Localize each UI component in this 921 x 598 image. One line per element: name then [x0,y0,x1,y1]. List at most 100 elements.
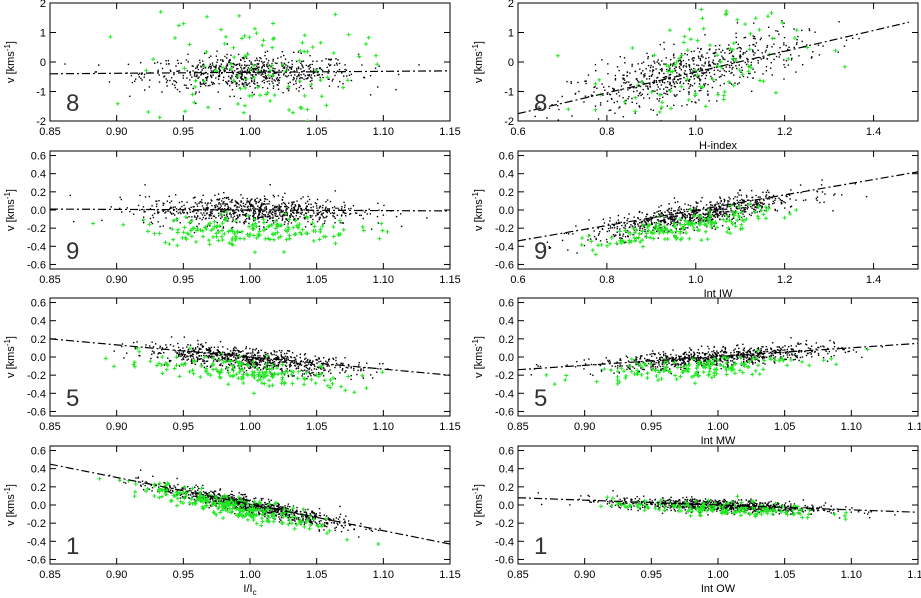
data-point [143,209,145,211]
data-point [663,48,665,50]
data-point [637,217,639,219]
data-point [657,86,660,88]
data-point [682,213,684,216]
data-point [297,217,299,220]
data-point [221,216,223,218]
data-point [771,202,774,205]
data-point [305,212,308,215]
data-point [285,357,288,359]
data-point [302,66,304,69]
data-point [241,70,243,72]
data-point [241,72,243,74]
data-point [190,83,192,86]
data-point [227,363,230,366]
data-point [239,97,242,100]
data-point [708,60,710,63]
data-point [760,58,763,60]
x-axis-label: H-index [699,140,737,152]
data-point [699,57,702,60]
data-point [289,365,291,368]
data-point [358,361,360,364]
data-point [335,71,337,74]
data-point [660,369,662,372]
outlier-point [252,375,257,380]
x-tick-label: 0.85 [39,274,60,286]
data-point [235,218,238,220]
outlier-point [681,226,686,231]
data-point [303,209,305,211]
data-point [339,372,341,374]
data-point [628,213,630,215]
data-point [229,95,231,98]
x-tick-label: 0.8 [599,274,614,286]
data-point [797,343,799,345]
data-point [242,211,244,214]
outlier-point [749,65,754,70]
data-point [255,57,258,59]
outlier-point [235,101,240,106]
data-point [683,215,685,218]
data-point [236,206,238,209]
data-point [255,356,257,359]
data-point [312,371,314,374]
data-point [136,341,138,343]
data-point [233,364,235,366]
data-point [196,66,199,69]
data-point [362,367,365,369]
data-point [698,77,700,79]
outlier-point [232,55,237,60]
outlier-point [700,85,705,90]
data-point [190,359,193,362]
data-point [200,348,202,350]
data-point [283,66,286,68]
data-point [709,216,711,218]
outlier-point [712,221,717,226]
data-point [735,67,738,70]
data-point [378,209,380,211]
data-point [727,60,729,63]
data-point [725,66,728,68]
data-point [188,216,190,218]
data-point [210,212,212,214]
data-point [170,207,172,209]
data-point [245,369,248,372]
data-point [280,351,282,354]
data-point [237,217,239,219]
data-point [707,345,709,348]
data-point [669,212,671,214]
data-point [211,204,213,207]
data-point [296,355,298,357]
outlier-point [361,228,366,233]
data-point [298,205,300,208]
data-point [260,349,262,352]
data-point [707,69,710,72]
data-point [673,77,675,80]
data-point [313,373,315,376]
data-point [576,252,578,254]
data-point [362,217,364,220]
data-point [219,340,222,343]
data-point [163,75,166,77]
data-point [177,353,180,356]
data-point [246,201,248,204]
data-point [246,363,248,365]
data-point [199,61,201,64]
data-point [669,82,671,85]
data-point [708,213,710,216]
outlier-point [735,218,740,223]
data-point [733,74,735,76]
data-point [191,76,193,78]
data-point [778,197,780,199]
data-point [297,207,300,209]
data-point [617,91,620,93]
data-point [646,213,648,216]
data-point [653,81,656,84]
data-point [215,77,217,79]
data-point [599,230,601,233]
data-point [264,51,267,53]
data-point [289,362,292,364]
outlier-point [164,367,169,372]
outlier-point [752,209,757,214]
outlier-point [187,42,192,47]
data-point [138,354,140,357]
